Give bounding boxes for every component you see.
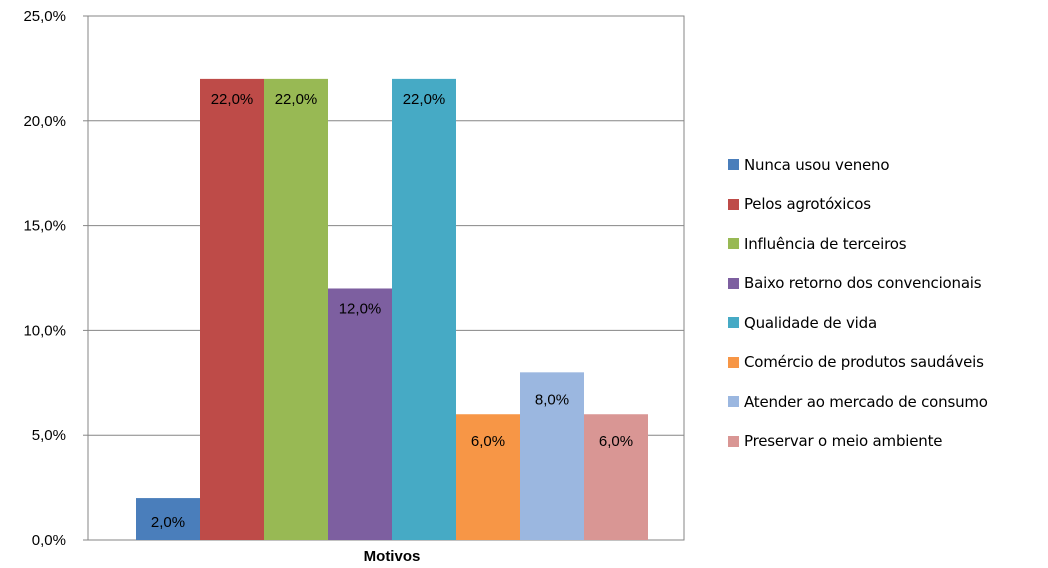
legend-swatch	[728, 198, 739, 210]
y-tick-label: 0,0%	[32, 532, 66, 549]
legend-label: Preservar o meio ambiente	[744, 432, 943, 451]
bar	[456, 414, 520, 540]
bars	[136, 78, 648, 540]
bar-data-label: 22,0%	[211, 91, 254, 108]
legend-swatch	[728, 396, 739, 408]
legend-item: Qualidade de vida	[728, 303, 988, 343]
legend-swatch	[728, 159, 739, 171]
bar	[584, 414, 648, 540]
legend-item: Comércio de produtos saudáveis	[728, 343, 988, 383]
bar-data-label: 12,0%	[339, 300, 382, 317]
legend-label: Nunca usou veneno	[744, 155, 890, 174]
legend-swatch	[728, 317, 739, 329]
y-tick-label: 25,0%	[23, 8, 66, 25]
bar	[136, 498, 200, 540]
legend-label: Pelos agrotóxicos	[744, 195, 871, 214]
y-tick-label: 20,0%	[23, 113, 66, 130]
bar-data-label: 2,0%	[151, 514, 185, 531]
legend-item: Baixo retorno dos convencionais	[728, 264, 988, 304]
legend-item: Pelos agrotóxicos	[728, 185, 988, 225]
y-tick-label: 15,0%	[23, 218, 66, 235]
legend-swatch	[728, 238, 739, 250]
legend-swatch	[728, 356, 739, 368]
legend-label: Baixo retorno dos convencionais	[744, 274, 982, 293]
bar	[392, 78, 456, 540]
legend: Nunca usou veneno Pelos agrotóxicos Influê…	[728, 145, 988, 461]
legend-item: Influência de terceiros	[728, 224, 988, 264]
x-axis-label: Motivos	[364, 548, 421, 565]
bar	[328, 288, 392, 540]
bar-data-label: 8,0%	[535, 391, 569, 408]
legend-label: Qualidade de vida	[744, 313, 877, 332]
legend-item: Nunca usou veneno	[728, 145, 988, 185]
legend-item: Preservar o meio ambiente	[728, 422, 988, 462]
bar-data-label: 22,0%	[403, 91, 446, 108]
legend-label: Comércio de produtos saudáveis	[744, 353, 984, 372]
bar	[264, 78, 328, 540]
bar-data-label: 6,0%	[471, 433, 505, 450]
y-tick-label: 10,0%	[23, 322, 66, 339]
bar	[200, 78, 264, 540]
bar-data-label: 6,0%	[599, 433, 633, 450]
y-tick-label: 5,0%	[32, 427, 66, 444]
legend-label: Influência de terceiros	[744, 234, 907, 253]
legend-swatch	[728, 435, 739, 447]
y-axis-ticks: 0,0% 5,0% 10,0% 15,0% 20,0% 25,0%	[23, 8, 88, 549]
bar-data-labels: 2,0% 22,0% 22,0% 12,0% 22,0% 6,0% 8,0% 6,0%	[151, 91, 633, 531]
legend-label: Atender ao mercado de consumo	[744, 392, 988, 411]
bar	[520, 372, 584, 540]
bar-data-label: 22,0%	[275, 91, 318, 108]
legend-item: Atender ao mercado de consumo	[728, 382, 988, 422]
legend-swatch	[728, 277, 739, 289]
